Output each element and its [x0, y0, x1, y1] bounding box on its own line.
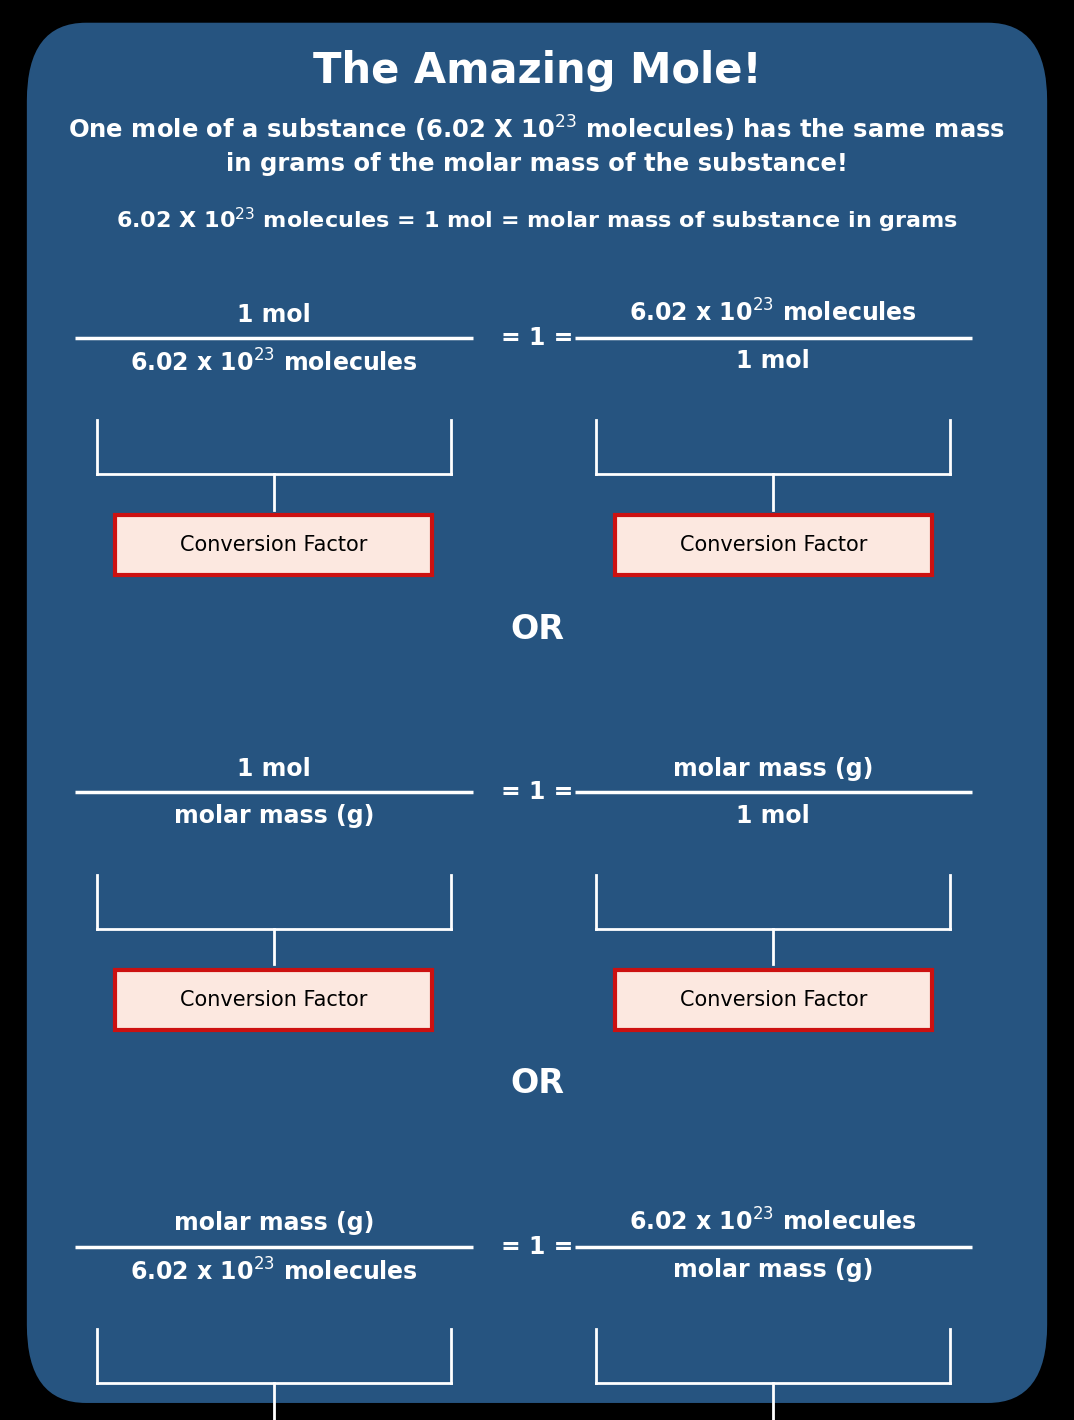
Text: Conversion Factor: Conversion Factor	[180, 535, 367, 555]
Text: 6.02 x 10$^{23}$ molecules: 6.02 x 10$^{23}$ molecules	[629, 1208, 917, 1235]
Text: = 1 =: = 1 =	[500, 781, 574, 804]
FancyBboxPatch shape	[116, 970, 432, 1030]
Text: 1 mol: 1 mol	[737, 804, 810, 828]
Text: molar mass (g): molar mass (g)	[673, 1258, 873, 1282]
Text: molar mass (g): molar mass (g)	[673, 757, 873, 781]
Text: Conversion Factor: Conversion Factor	[680, 535, 867, 555]
FancyBboxPatch shape	[27, 23, 1047, 1403]
Text: OR: OR	[510, 612, 564, 646]
Text: 6.02 x 10$^{23}$ molecules: 6.02 x 10$^{23}$ molecules	[629, 300, 917, 327]
FancyBboxPatch shape	[116, 515, 432, 575]
Text: One mole of a substance (6.02 X 10$^{23}$ molecules) has the same mass: One mole of a substance (6.02 X 10$^{23}…	[69, 114, 1005, 143]
Text: 1 mol: 1 mol	[237, 757, 310, 781]
Text: = 1 =: = 1 =	[500, 327, 574, 349]
Text: 6.02 X 10$^{23}$ molecules = 1 mol = molar mass of substance in grams: 6.02 X 10$^{23}$ molecules = 1 mol = mol…	[116, 206, 958, 236]
Text: Conversion Factor: Conversion Factor	[180, 990, 367, 1010]
Text: 6.02 x 10$^{23}$ molecules: 6.02 x 10$^{23}$ molecules	[130, 1258, 418, 1285]
Text: 6.02 x 10$^{23}$ molecules: 6.02 x 10$^{23}$ molecules	[130, 349, 418, 376]
Text: 1 mol: 1 mol	[237, 302, 310, 327]
Text: molar mass (g): molar mass (g)	[174, 804, 374, 828]
Text: The Amazing Mole!: The Amazing Mole!	[313, 50, 761, 92]
Text: Conversion Factor: Conversion Factor	[680, 990, 867, 1010]
FancyBboxPatch shape	[614, 970, 931, 1030]
Text: molar mass (g): molar mass (g)	[174, 1211, 374, 1235]
Text: 1 mol: 1 mol	[737, 349, 810, 373]
Text: OR: OR	[510, 1066, 564, 1100]
FancyBboxPatch shape	[614, 515, 931, 575]
Text: = 1 =: = 1 =	[500, 1235, 574, 1258]
Text: in grams of the molar mass of the substance!: in grams of the molar mass of the substa…	[226, 152, 848, 176]
